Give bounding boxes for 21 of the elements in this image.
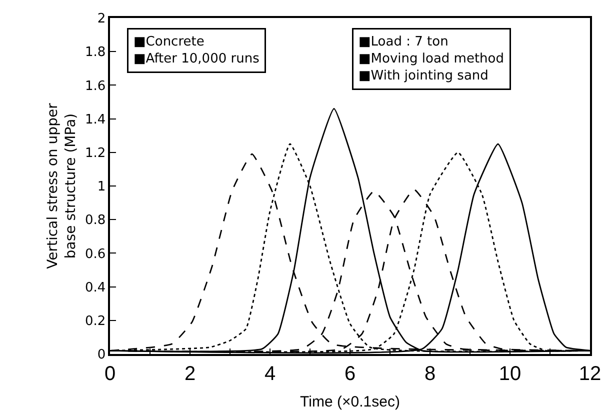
y-tick-label: 1.4	[84, 112, 106, 128]
x-axis-title: Time (×0.1sec)	[300, 393, 400, 410]
y-tick-label: 2	[97, 12, 106, 27]
x-tick-label: 6	[344, 362, 356, 385]
y-axis-title: Vertical stress on upper base structure (MPa)	[44, 102, 80, 269]
y-tick-label: 1.2	[84, 146, 106, 161]
x-tick-label: 4	[264, 362, 276, 385]
x-tick-label: 10	[498, 362, 522, 385]
annotation: ■Load : 7 ton ■Moving load method ■With jointing sand	[358, 34, 504, 84]
x-tick-label: 8	[424, 362, 436, 385]
y-tick-label: 0.4	[84, 280, 106, 296]
x-tick-label: 2	[184, 362, 196, 385]
y-tick-label: 0.2	[84, 314, 106, 329]
annotation: ■Concrete ■After 10,000 runs	[134, 34, 260, 66]
y-tick-label: 1.6	[84, 78, 106, 94]
y-tick-label: 0	[97, 348, 106, 363]
y-tick-label: 1	[97, 180, 106, 195]
x-tick-label: 12	[578, 362, 602, 385]
y-tick-label: 1.8	[84, 45, 106, 60]
y-tick-label: 0.8	[84, 213, 106, 228]
y-tick-label: 0.6	[84, 246, 106, 262]
